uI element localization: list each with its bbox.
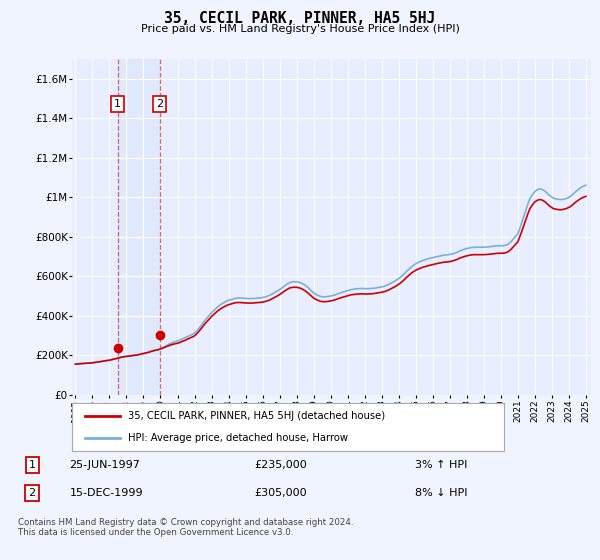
Bar: [118, 59, 160, 395]
Text: 3% ↑ HPI: 3% ↑ HPI: [415, 460, 467, 470]
Text: 2: 2: [156, 99, 163, 109]
Text: 35, CECIL PARK, PINNER, HA5 5HJ (detached house): 35, CECIL PARK, PINNER, HA5 5HJ (detache…: [128, 411, 385, 421]
Text: 25-JUN-1997: 25-JUN-1997: [70, 460, 140, 470]
Text: 2: 2: [29, 488, 36, 498]
Text: Contains HM Land Registry data © Crown copyright and database right 2024.
This d: Contains HM Land Registry data © Crown c…: [18, 518, 353, 538]
Text: HPI: Average price, detached house, Harrow: HPI: Average price, detached house, Harr…: [128, 433, 348, 443]
Text: £305,000: £305,000: [254, 488, 307, 498]
Text: 35, CECIL PARK, PINNER, HA5 5HJ: 35, CECIL PARK, PINNER, HA5 5HJ: [164, 11, 436, 26]
Text: 15-DEC-1999: 15-DEC-1999: [70, 488, 143, 498]
Text: 1: 1: [29, 460, 35, 470]
Text: Price paid vs. HM Land Registry's House Price Index (HPI): Price paid vs. HM Land Registry's House …: [140, 24, 460, 34]
Text: 1: 1: [114, 99, 121, 109]
Text: £235,000: £235,000: [254, 460, 307, 470]
Text: 8% ↓ HPI: 8% ↓ HPI: [415, 488, 468, 498]
